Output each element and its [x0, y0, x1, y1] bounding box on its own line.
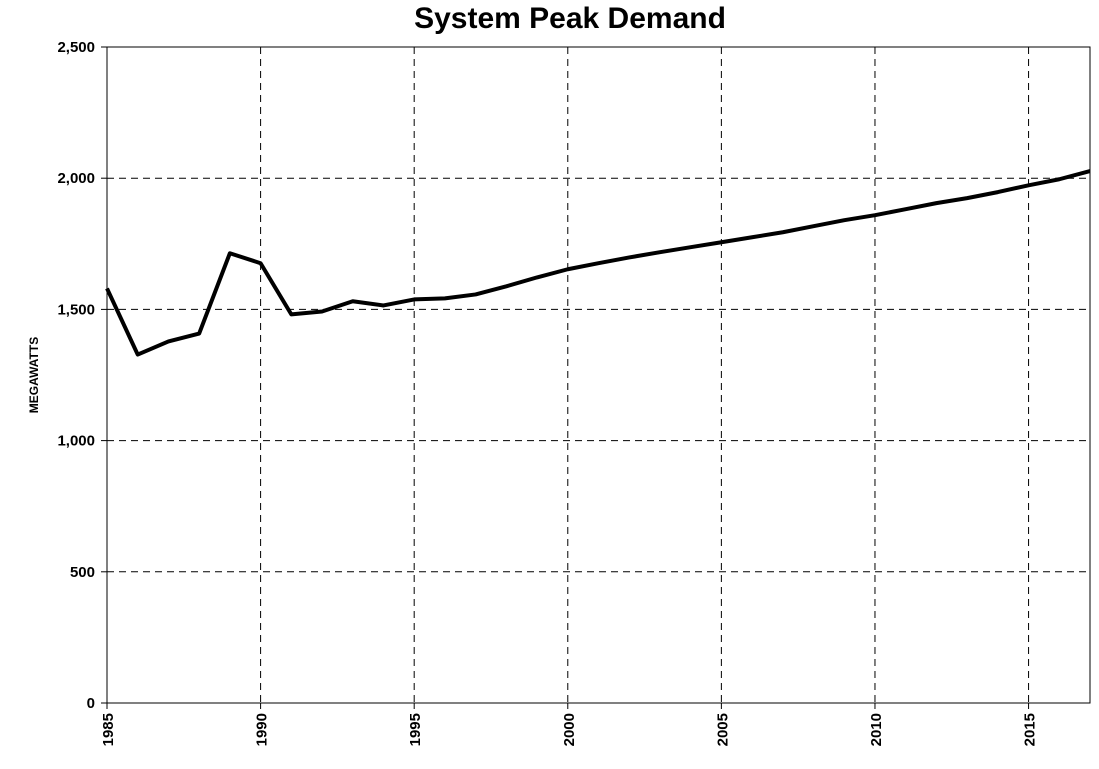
- y-tick-label: 2,000: [57, 170, 95, 187]
- y-axis-label: MEGAWATTS: [27, 337, 41, 413]
- y-tick-label: 0: [87, 695, 95, 712]
- x-tick-label: 1985: [100, 713, 117, 746]
- x-tick-label: 1995: [407, 713, 424, 746]
- y-tick-label: 2,500: [57, 39, 95, 56]
- y-tick-label: 500: [70, 564, 95, 581]
- y-tick-label: 1,500: [57, 301, 95, 318]
- y-tick-label: 1,000: [57, 433, 95, 450]
- x-tick-label: 2005: [714, 713, 731, 746]
- data-line: [105, 169, 1091, 357]
- chart-title: System Peak Demand: [414, 2, 726, 35]
- x-tick-label: 2015: [1022, 713, 1039, 746]
- x-tick-label: 2000: [561, 713, 578, 746]
- x-tick-label: 2010: [868, 713, 885, 746]
- x-tick-label: 1990: [254, 713, 271, 746]
- plot-frame: [106, 46, 1091, 704]
